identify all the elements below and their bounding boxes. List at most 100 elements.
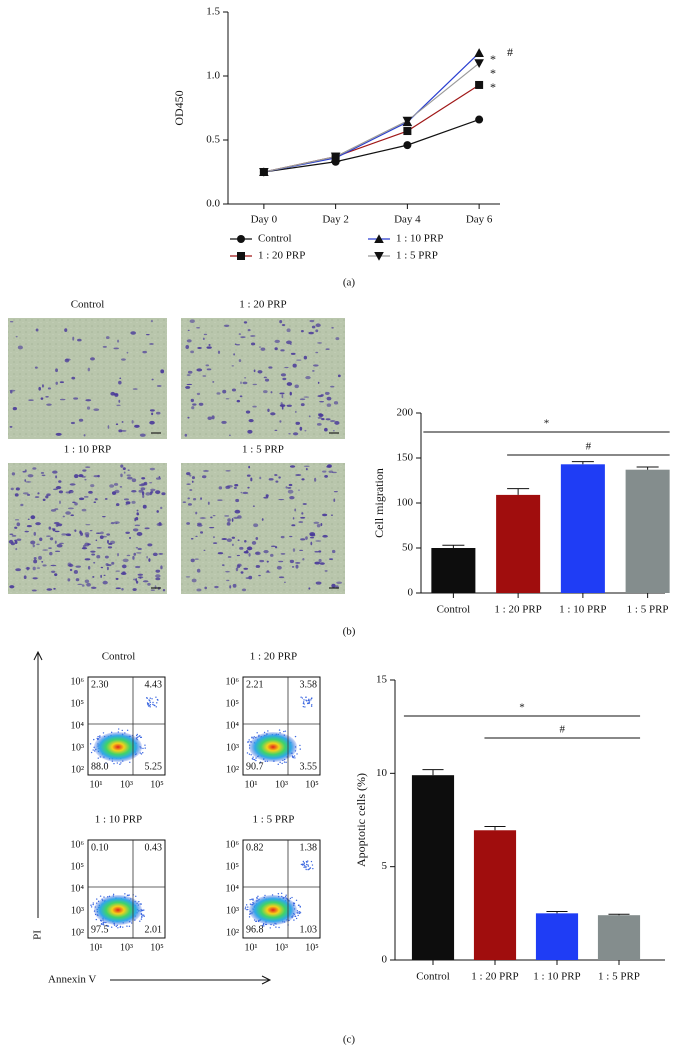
cell bbox=[93, 408, 100, 411]
cell bbox=[161, 492, 166, 496]
event bbox=[300, 696, 302, 698]
micrograph-label: 1 : 10 PRP bbox=[64, 444, 111, 456]
cell bbox=[203, 549, 206, 552]
cell bbox=[14, 540, 18, 545]
event bbox=[119, 925, 122, 928]
cell bbox=[89, 529, 93, 532]
cell bbox=[327, 464, 332, 468]
cell bbox=[184, 433, 188, 437]
flow-x-tick-label: 10³ bbox=[275, 942, 288, 953]
event bbox=[306, 702, 309, 705]
cell bbox=[36, 567, 41, 569]
event bbox=[92, 749, 94, 751]
cell bbox=[237, 539, 240, 542]
event bbox=[251, 736, 253, 738]
cell bbox=[192, 497, 197, 501]
cell bbox=[121, 429, 127, 432]
cell bbox=[70, 421, 75, 425]
cell bbox=[99, 535, 104, 539]
quadrant-value: 97.5 bbox=[91, 924, 109, 935]
cell bbox=[84, 579, 90, 584]
event bbox=[247, 740, 249, 743]
event bbox=[278, 926, 280, 929]
cell bbox=[155, 477, 162, 480]
cell bbox=[240, 491, 243, 494]
cell bbox=[121, 587, 124, 591]
cell bbox=[27, 518, 30, 520]
event bbox=[128, 894, 130, 896]
cell bbox=[234, 509, 241, 514]
cell bbox=[226, 538, 232, 542]
event bbox=[300, 863, 303, 866]
flow-y-tick-label: 10⁴ bbox=[226, 720, 240, 731]
cell bbox=[226, 521, 231, 526]
cell bbox=[114, 393, 119, 397]
cell bbox=[300, 516, 306, 519]
cell bbox=[290, 352, 296, 355]
cell bbox=[69, 483, 76, 486]
cell bbox=[109, 484, 115, 488]
cell bbox=[236, 399, 241, 403]
cell bbox=[242, 381, 248, 385]
cell bbox=[59, 500, 61, 505]
event bbox=[302, 701, 305, 703]
cell bbox=[61, 533, 67, 536]
cell bbox=[233, 486, 237, 490]
cell bbox=[114, 489, 120, 494]
y-tick-label: 15 bbox=[376, 674, 388, 686]
cell bbox=[118, 399, 121, 403]
cell bbox=[85, 524, 91, 526]
cell bbox=[301, 512, 304, 515]
cell bbox=[245, 577, 250, 579]
flow-y-tick-label: 10⁵ bbox=[226, 861, 240, 872]
cell bbox=[248, 553, 251, 557]
cell bbox=[194, 558, 199, 560]
cell bbox=[90, 484, 95, 488]
event bbox=[297, 914, 299, 917]
cell bbox=[96, 554, 101, 559]
cell bbox=[123, 498, 129, 501]
cell bbox=[152, 552, 158, 557]
cell bbox=[93, 501, 97, 504]
cell bbox=[22, 470, 26, 473]
cell bbox=[104, 555, 109, 559]
cell bbox=[148, 558, 151, 562]
cell bbox=[74, 529, 77, 532]
cell bbox=[156, 385, 162, 387]
cell bbox=[144, 527, 150, 530]
y-axis-label: Apoptotic cells (%) bbox=[354, 773, 368, 867]
cell bbox=[46, 588, 53, 591]
cell bbox=[118, 429, 123, 433]
cell bbox=[321, 417, 325, 421]
cell bbox=[295, 564, 299, 569]
cell bbox=[233, 516, 239, 519]
marker bbox=[402, 116, 413, 126]
cell bbox=[141, 482, 146, 485]
cell bbox=[86, 582, 91, 587]
x-tick-label: Day 2 bbox=[322, 214, 349, 226]
event bbox=[137, 736, 139, 738]
cell bbox=[331, 549, 336, 554]
cell bbox=[197, 347, 202, 350]
cell bbox=[42, 564, 47, 567]
cell bbox=[295, 561, 301, 564]
cell bbox=[78, 418, 84, 422]
event bbox=[253, 736, 255, 738]
y-arrow bbox=[33, 650, 43, 918]
cell bbox=[122, 571, 126, 574]
cell bbox=[280, 349, 285, 352]
annotation: * bbox=[490, 52, 496, 66]
cell bbox=[309, 319, 315, 323]
cell bbox=[110, 540, 116, 545]
cell bbox=[239, 546, 244, 550]
cell bbox=[222, 389, 227, 394]
cell bbox=[221, 564, 225, 566]
y-tick-label: 0.0 bbox=[206, 198, 220, 210]
cell bbox=[217, 552, 224, 555]
cell bbox=[322, 513, 328, 517]
cell bbox=[149, 420, 155, 425]
event bbox=[245, 904, 248, 906]
cell bbox=[289, 496, 295, 500]
cell bbox=[120, 473, 123, 478]
